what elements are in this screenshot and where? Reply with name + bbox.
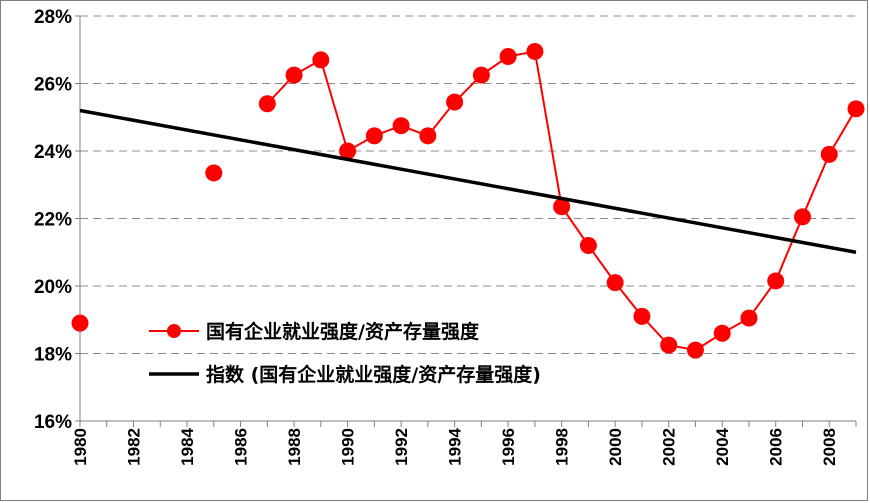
y-tick-label: 26%: [34, 75, 72, 96]
y-tick-label: 22%: [34, 210, 72, 231]
series-1-point: [312, 51, 330, 69]
series-1-point: [847, 100, 865, 118]
x-tick-label: 2004: [713, 427, 732, 465]
series-1-point: [579, 237, 597, 254]
x-tick-labels: 1980 1982 1984 1986 1988 1990 1992 1994 1996 1998…: [71, 427, 839, 465]
x-tick-label: 1988: [285, 428, 304, 466]
y-tick-label: 20%: [34, 277, 72, 298]
legend: 国有企业就业强度/资产存量强度 指数 (国有企业就业强度/资产存量强度): [149, 320, 541, 386]
series-1-point: [472, 66, 490, 84]
series-1-point: [205, 164, 223, 182]
y-tick-label: 16%: [34, 412, 72, 433]
series-1-point: [392, 117, 410, 135]
series-1-point: [419, 127, 437, 145]
series-1-point: [820, 145, 838, 163]
series-layer: [71, 42, 865, 359]
x-tick-label: 1990: [339, 428, 358, 466]
y-tick-label: 24%: [34, 142, 72, 163]
grid-lines: [80, 15, 856, 354]
x-tick-label: 1994: [446, 427, 465, 465]
series-1-point: [740, 309, 758, 327]
series-1-point: [285, 66, 303, 84]
series-1-point: [793, 208, 811, 226]
x-tick-label: 1984: [178, 427, 197, 465]
series-1-point: [553, 198, 571, 216]
series-1-point: [713, 324, 731, 342]
x-tick-label: 1982: [125, 428, 144, 466]
legend-label-series-2: 指数 (国有企业就业强度/资产存量强度): [206, 363, 541, 386]
x-tick-label: 2002: [660, 428, 679, 466]
series-1-point: [606, 274, 624, 292]
x-tick-label: 1998: [553, 428, 572, 466]
series-1-point: [686, 341, 704, 359]
series-1-segment: [774, 216, 804, 282]
y-tick-label: 18%: [34, 345, 72, 366]
x-tick-label: 2008: [820, 428, 839, 466]
x-tick-label: 1980: [71, 428, 90, 466]
series-1-point: [258, 95, 276, 113]
series-1-point: [633, 307, 651, 325]
series-1-segment: [533, 51, 563, 207]
series-1-point: [339, 142, 357, 160]
x-tick-label: 1992: [392, 428, 411, 466]
series-1-point: [365, 127, 383, 145]
axes: [75, 15, 857, 427]
x-tick-label: 2000: [606, 428, 625, 466]
series-1-point: [660, 336, 678, 354]
series-1-point: [446, 93, 464, 111]
series-1-segment: [801, 153, 831, 218]
legend-label-series-1: 国有企业就业强度/资产存量强度: [206, 320, 480, 343]
x-tick-label: 1996: [499, 428, 518, 466]
legend-marker-series-1: [167, 324, 181, 338]
series-1-point: [71, 314, 89, 332]
series-1-point: [767, 272, 785, 290]
x-tick-label: 1986: [232, 428, 251, 466]
y-tick-label: 28%: [34, 7, 72, 28]
x-tick-label: 2006: [767, 428, 786, 466]
series-1-point: [526, 42, 544, 60]
series-1-segment: [319, 59, 349, 152]
series-1-point: [499, 48, 517, 65]
y-tick-labels: 16% 18% 20% 22% 24% 26% 28%: [34, 7, 72, 433]
series-1-segment: [828, 108, 857, 155]
series-2-trend-line: [79, 108, 857, 254]
